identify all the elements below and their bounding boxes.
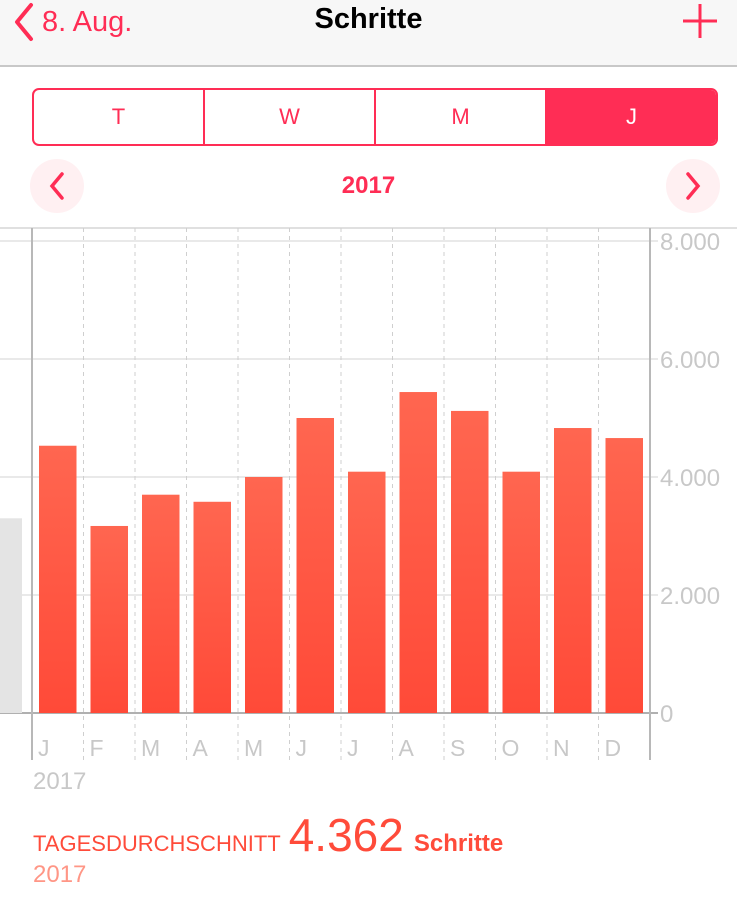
bar-a-4 bbox=[193, 501, 231, 713]
x-tick-label: J bbox=[38, 735, 50, 761]
plus-icon bbox=[683, 4, 717, 38]
back-button[interactable]: 8. Aug. bbox=[14, 0, 132, 44]
bar-f-2 bbox=[90, 525, 128, 713]
x-tick-label: M bbox=[141, 735, 160, 761]
y-tick-label: 6.000 bbox=[660, 347, 720, 374]
average-period: 2017 bbox=[33, 861, 87, 888]
period-label: 2017 bbox=[341, 172, 396, 199]
y-tick-label: 0 bbox=[660, 701, 673, 728]
y-tick-label: 2.000 bbox=[660, 583, 720, 610]
segment-month[interactable]: M bbox=[376, 90, 547, 144]
chevron-right-icon bbox=[686, 172, 701, 200]
x-tick-label: D bbox=[605, 735, 622, 761]
daily-average-summary: TAGESDURCHSCHNITT 4.362 Schritte bbox=[33, 808, 503, 862]
bar-m-5 bbox=[245, 477, 283, 713]
bar-n-11 bbox=[554, 428, 592, 713]
page-title: Schritte bbox=[314, 3, 423, 35]
previous-period-button[interactable] bbox=[30, 159, 84, 213]
average-value: 4.362 bbox=[288, 809, 404, 861]
x-tick-label: S bbox=[450, 735, 465, 761]
x-tick-label: J bbox=[347, 735, 359, 761]
average-label: TAGESDURCHSCHNITT bbox=[33, 831, 281, 856]
bar-s-9 bbox=[451, 410, 489, 713]
average-unit: Schritte bbox=[413, 830, 504, 857]
add-button[interactable] bbox=[681, 2, 719, 45]
x-axis-year-label: 2017 bbox=[33, 768, 87, 795]
period-segmented-control: T W M J bbox=[32, 88, 718, 146]
navigation-bar: 8. Aug. Schritte bbox=[0, 0, 737, 67]
previous-period-bar bbox=[0, 518, 22, 713]
x-tick-label: N bbox=[553, 735, 570, 761]
bar-j-1 bbox=[39, 445, 77, 713]
bar-j-6 bbox=[296, 418, 334, 713]
segment-day[interactable]: T bbox=[34, 90, 205, 144]
x-tick-label: J bbox=[296, 735, 308, 761]
steps-bar-chart[interactable]: 0 2.000 4.000 6.000 8.000 J F M A M J J A S O N D bbox=[0, 225, 737, 765]
bar-o-10 bbox=[502, 471, 540, 713]
segment-year[interactable]: J bbox=[547, 90, 716, 144]
x-tick-label: F bbox=[90, 735, 104, 761]
bar-a-8 bbox=[399, 392, 437, 713]
x-tick-label: M bbox=[244, 735, 263, 761]
y-tick-label: 4.000 bbox=[660, 465, 720, 492]
chevron-left-icon bbox=[15, 3, 33, 41]
bar-d-12 bbox=[605, 438, 643, 713]
y-tick-label: 8.000 bbox=[660, 229, 720, 256]
bar-j-7 bbox=[348, 471, 386, 713]
x-tick-label: A bbox=[193, 735, 209, 761]
bar-m-3 bbox=[142, 494, 180, 713]
back-label: 8. Aug. bbox=[42, 5, 133, 38]
next-period-button[interactable] bbox=[666, 159, 720, 213]
chevron-left-icon bbox=[49, 172, 64, 200]
x-tick-label: A bbox=[399, 735, 415, 761]
segment-week[interactable]: W bbox=[205, 90, 376, 144]
x-tick-label: O bbox=[502, 735, 520, 761]
